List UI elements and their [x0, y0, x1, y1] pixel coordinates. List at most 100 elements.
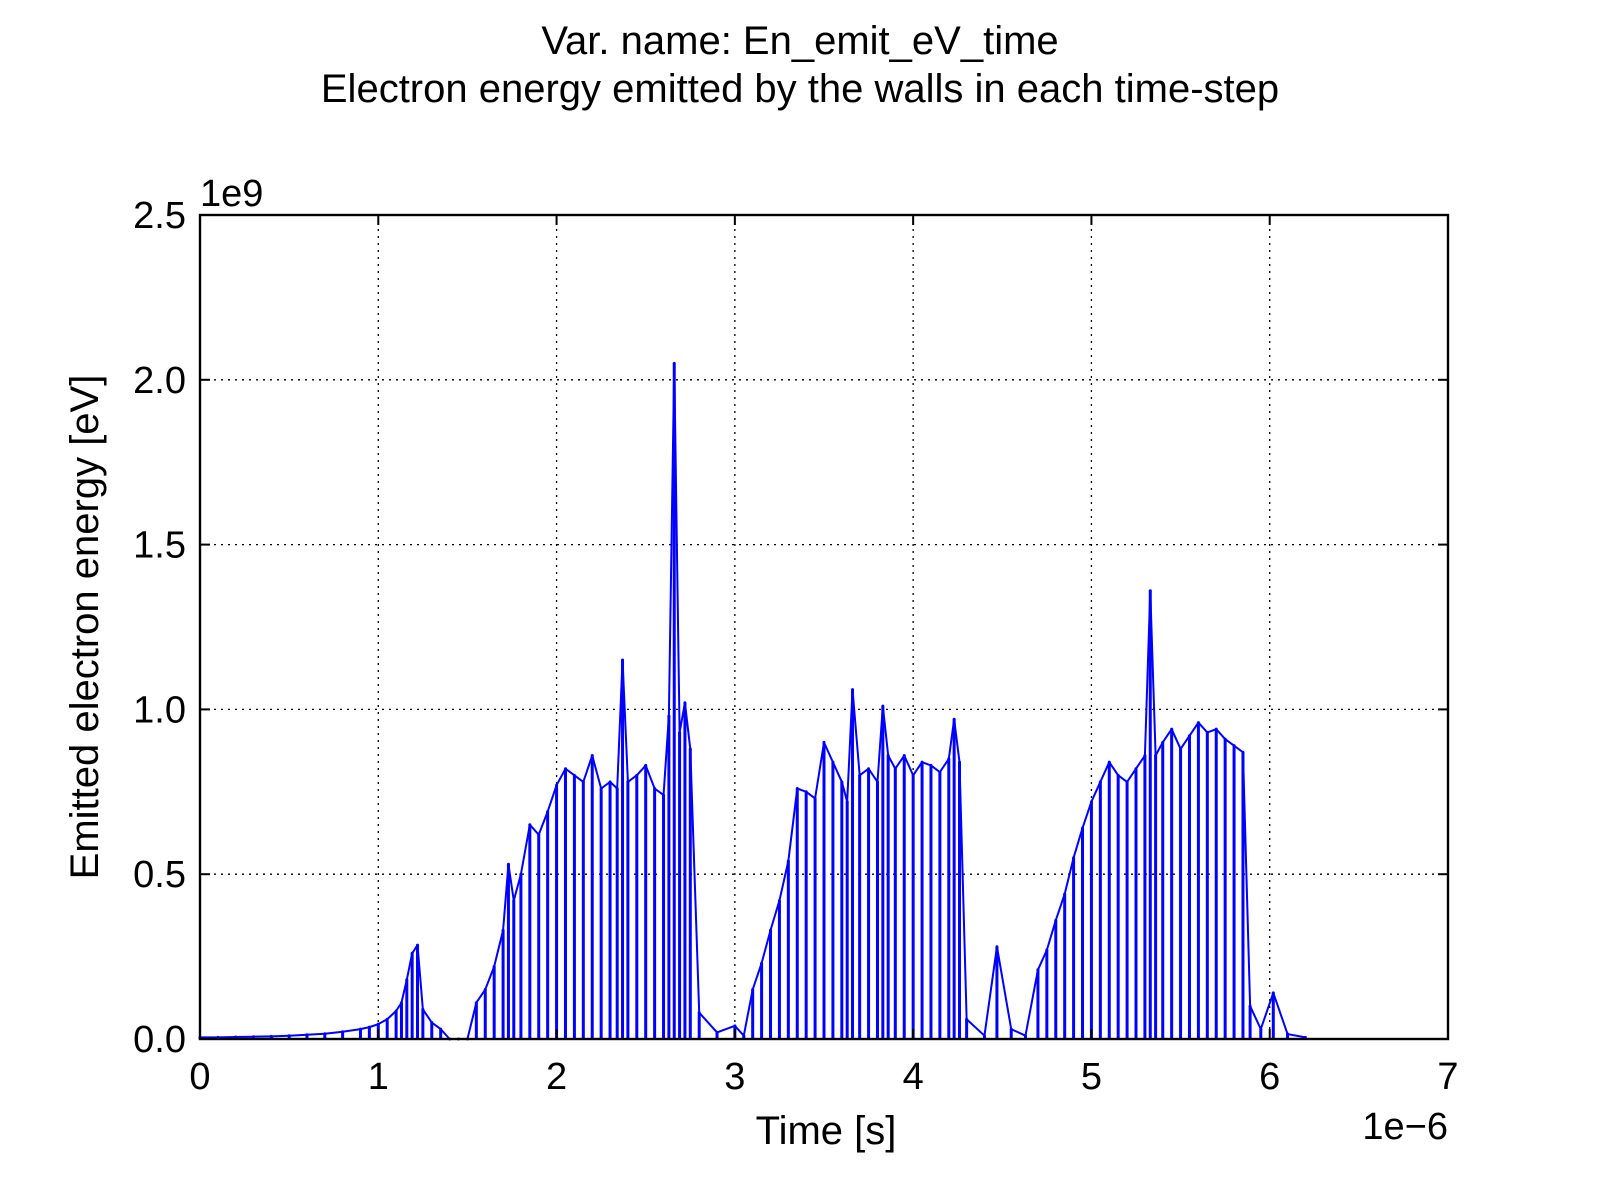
- data-point: [599, 787, 603, 791]
- data-point: [492, 964, 496, 968]
- data-point: [840, 780, 844, 784]
- data-point: [957, 760, 961, 764]
- data-point: [1054, 918, 1058, 922]
- data-point: [410, 951, 414, 955]
- data-point: [1036, 968, 1040, 972]
- data-point: [1223, 737, 1227, 741]
- data-point: [644, 763, 648, 767]
- data-point: [867, 767, 871, 771]
- data-point: [474, 1001, 478, 1005]
- data-point: [1248, 1004, 1252, 1008]
- data-point: [831, 760, 835, 764]
- data-point: [1116, 773, 1120, 777]
- data-point: [376, 1022, 380, 1026]
- data-point: [795, 787, 799, 791]
- data-point: [528, 823, 532, 827]
- data-point: [581, 780, 585, 784]
- data-point: [341, 1030, 345, 1034]
- y-tick-label: 1.5: [133, 525, 186, 567]
- data-point: [995, 945, 999, 949]
- data-point: [777, 899, 781, 903]
- data-point: [1241, 750, 1245, 754]
- tick-layer: 0 1 2 3 4 5 6 7 0.0 0.5 1.0 1.5 2.0 2.5: [133, 195, 1458, 1098]
- data-point: [1107, 760, 1111, 764]
- data-point: [590, 754, 594, 758]
- data-point: [635, 773, 639, 777]
- data-point: [662, 793, 666, 797]
- data-point: [947, 757, 951, 761]
- data-point: [621, 658, 625, 662]
- data-point: [697, 1011, 701, 1015]
- data-point: [920, 760, 924, 764]
- data-point: [938, 770, 942, 774]
- data-point: [742, 1034, 746, 1038]
- data-point: [555, 783, 559, 787]
- data-point: [563, 767, 567, 771]
- data-point: [416, 943, 420, 947]
- x-tick-label: 3: [724, 1056, 745, 1098]
- data-point: [952, 717, 956, 721]
- data-point: [546, 810, 550, 814]
- data-point: [421, 1007, 425, 1011]
- data-point: [1063, 892, 1067, 896]
- data-point: [394, 1009, 398, 1013]
- data-point: [399, 1001, 403, 1005]
- data-point: [1214, 727, 1218, 731]
- data-point: [678, 730, 682, 734]
- data-point: [715, 1030, 719, 1034]
- data-point: [845, 800, 849, 804]
- data-point: [1161, 740, 1165, 744]
- x-tick-label: 5: [1081, 1056, 1102, 1098]
- data-point: [1271, 991, 1275, 995]
- data-point: [305, 1033, 309, 1037]
- y-tick-label: 1.0: [133, 689, 186, 731]
- data-point: [965, 1017, 969, 1021]
- data-point: [405, 978, 409, 982]
- data-point: [367, 1025, 371, 1029]
- data-point: [1170, 727, 1174, 731]
- plot-frame: [198, 213, 1450, 1041]
- data-point: [760, 961, 764, 965]
- series-group: [198, 361, 1307, 1041]
- data-point: [683, 701, 687, 705]
- y-tick-label: 0.0: [133, 1019, 186, 1061]
- data-point: [822, 740, 826, 744]
- data-point: [1259, 1027, 1263, 1031]
- data-point: [615, 787, 619, 791]
- x-offset-label: 1e−6: [1362, 1106, 1448, 1148]
- data-point: [1072, 856, 1076, 860]
- y-tick-label: 2.5: [133, 195, 186, 237]
- data-point: [506, 862, 510, 866]
- data-point: [786, 859, 790, 863]
- data-point: [512, 899, 516, 903]
- x-tick-label: 4: [903, 1056, 924, 1098]
- data-point: [1187, 734, 1191, 738]
- data-point: [893, 767, 897, 771]
- data-point: [626, 780, 630, 784]
- x-axis-label: Time [s]: [756, 1109, 897, 1153]
- data-point: [982, 1034, 986, 1038]
- x-tick-label: 7: [1437, 1056, 1458, 1098]
- data-point: [886, 754, 890, 758]
- data-point: [1148, 589, 1152, 593]
- data-point: [537, 833, 541, 837]
- data-point: [269, 1034, 273, 1038]
- data-point: [287, 1034, 291, 1038]
- data-point: [851, 688, 855, 692]
- data-point: [1179, 747, 1183, 751]
- data-point: [653, 787, 657, 791]
- data-point: [733, 1024, 737, 1028]
- x-tick-label: 1: [368, 1056, 389, 1098]
- data-point: [358, 1027, 362, 1031]
- data-point: [323, 1032, 327, 1036]
- data-point: [1154, 754, 1158, 758]
- data-point: [483, 988, 487, 992]
- data-point: [234, 1035, 238, 1039]
- data-point: [911, 773, 915, 777]
- data-point: [875, 780, 879, 784]
- data-point: [1286, 1032, 1290, 1036]
- data-point: [667, 714, 671, 718]
- data-point: [501, 928, 505, 932]
- data-point: [804, 790, 808, 794]
